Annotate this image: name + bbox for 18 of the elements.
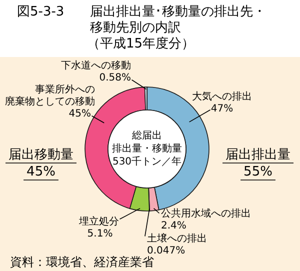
text: 総届出排出量・移動量530千トン／年 bbox=[112, 130, 182, 168]
data-label: 0.047% bbox=[147, 246, 186, 256]
slice-label: 公共用水域への排出 bbox=[161, 208, 251, 220]
slice-label: 土壌への排出 bbox=[147, 232, 207, 244]
data-label: 45% bbox=[68, 108, 91, 120]
data-label: 2.4% bbox=[161, 220, 186, 232]
data-label: 0.58% bbox=[99, 72, 131, 84]
text: 資料：環境省、経済産業省 bbox=[10, 255, 154, 269]
chart-title: 図5-3-3 届出排出量･移動量の排出先・移動先別の内訳 bbox=[17, 4, 266, 36]
chart-subtitle: （平成15年度分） bbox=[87, 36, 195, 52]
text: 届出移動量 45% bbox=[8, 148, 74, 180]
slice-label: 下水道への移動 bbox=[61, 60, 131, 72]
data-label: 47% bbox=[210, 104, 234, 114]
data-label: 5.1% bbox=[87, 228, 113, 240]
text: 届出排出量 55% bbox=[226, 148, 290, 180]
slice-label: 大気への排出 bbox=[192, 90, 252, 102]
slice-label: 埋立処分 bbox=[78, 216, 119, 228]
slice-label: 事業所外への廃棄物としての移動 bbox=[5, 84, 95, 108]
